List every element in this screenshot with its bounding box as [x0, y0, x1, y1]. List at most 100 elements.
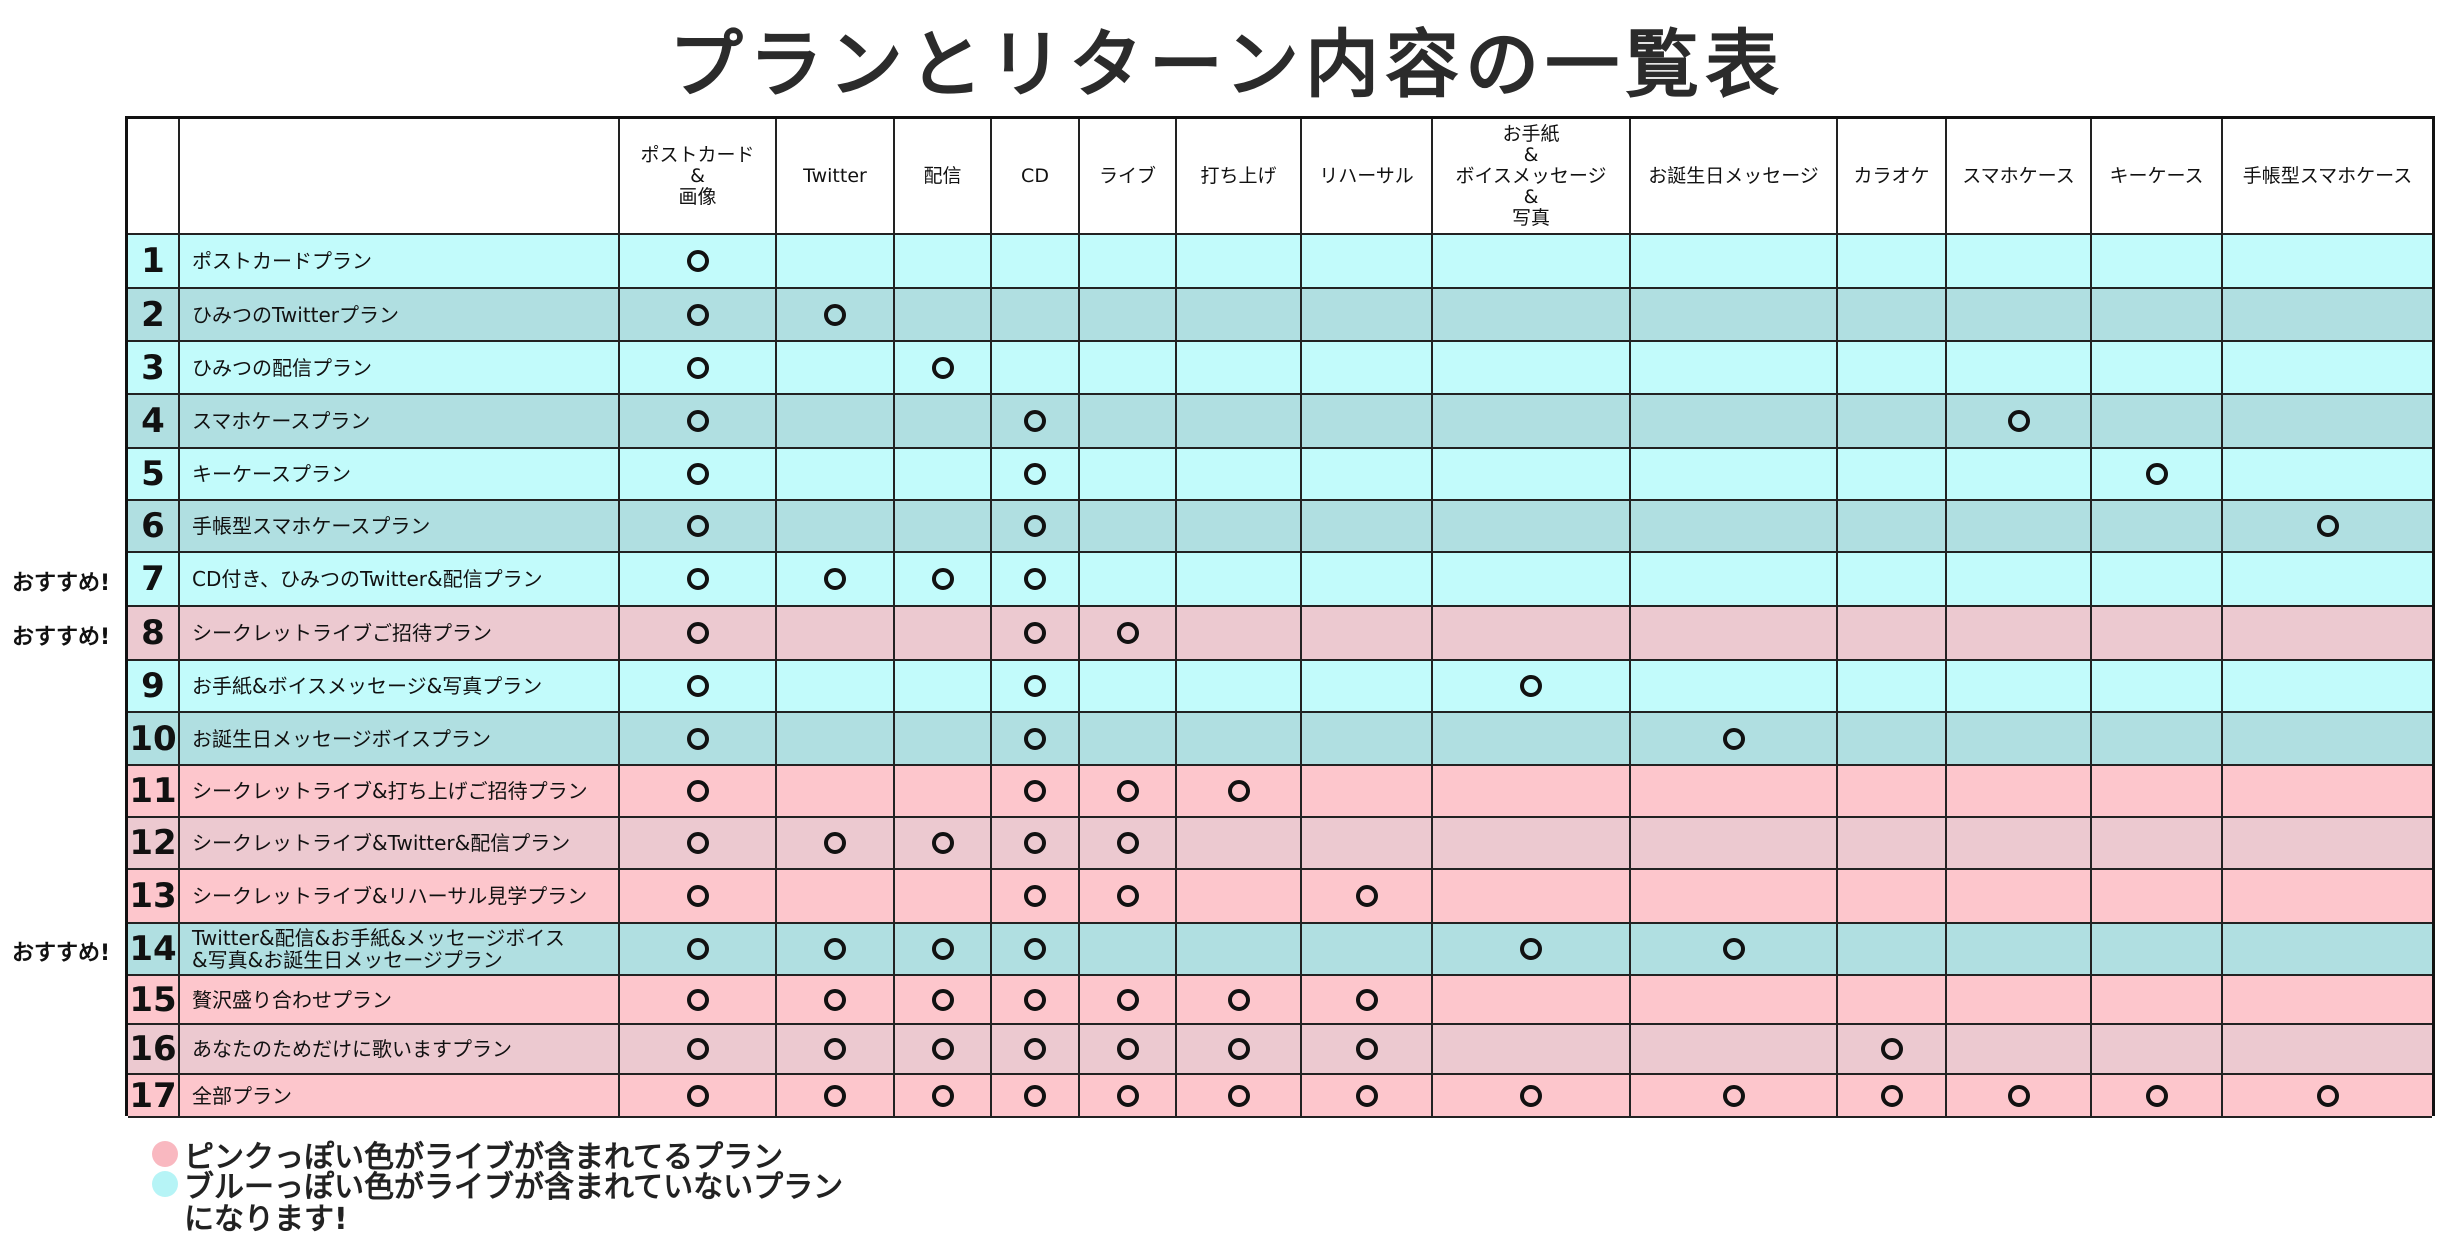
table-cell: [1302, 342, 1433, 395]
plan-name: ひみつの配信プラン: [180, 342, 620, 395]
included-circle-icon: [931, 988, 954, 1011]
header-blank-num: [128, 119, 180, 235]
table-cell: [1302, 235, 1433, 289]
table-cell: [2223, 395, 2432, 449]
table-cell: [2092, 661, 2223, 713]
included-circle-icon: [1116, 780, 1139, 802]
table-cell: [620, 289, 777, 342]
table-cell: [777, 449, 895, 501]
table-cell: [2092, 1025, 2223, 1075]
row-number: 13: [128, 870, 180, 924]
plan-return-table: ポストカード & 画像 Twitter 配信 CD ライブ 打ち上げ リハーサル お手紙 & …: [125, 116, 2435, 1118]
table-cell: [1302, 924, 1433, 976]
table-cell: [620, 342, 777, 395]
included-circle-icon: [686, 1038, 709, 1060]
table-cell: [777, 661, 895, 713]
table-cell: [1177, 766, 1302, 818]
included-circle-icon: [686, 463, 709, 485]
table-cell: [777, 501, 895, 553]
table-cell: [1080, 766, 1177, 818]
table-cell: [620, 395, 777, 449]
included-circle-icon: [1227, 780, 1250, 802]
table-cell: [1433, 607, 1631, 661]
table-cell: [1080, 661, 1177, 713]
table-cell: [1947, 976, 2092, 1025]
table-cell: [1302, 501, 1433, 553]
table-cell: [1947, 289, 2092, 342]
table-cell: [2092, 289, 2223, 342]
blue-dot-icon: [152, 1171, 178, 1197]
table-cell: [1838, 818, 1947, 870]
table-cell: [2223, 1075, 2432, 1118]
table-cell: [1302, 713, 1433, 766]
included-circle-icon: [2007, 410, 2030, 432]
table-row: 11 シークレットライブ&打ち上げご招待プラン: [128, 766, 2432, 818]
included-circle-icon: [1520, 675, 1542, 697]
table-cell: [2223, 553, 2432, 607]
table-cell: [1177, 449, 1302, 501]
table-cell: [895, 1025, 992, 1075]
table-cell: [2223, 818, 2432, 870]
included-circle-icon: [686, 356, 709, 379]
table-cell: [2223, 713, 2432, 766]
table-cell: [1947, 342, 2092, 395]
table-cell: [620, 235, 777, 289]
table-cell: [1302, 661, 1433, 713]
table-row: 7 CD付き、ひみつのTwitter&配信プラン: [128, 553, 2432, 607]
table-cell: [620, 766, 777, 818]
plan-name: ポストカードプラン: [180, 235, 620, 289]
row-number: 14: [128, 924, 180, 976]
table-cell: [1080, 1075, 1177, 1118]
table-cell: [1838, 342, 1947, 395]
table-cell: [1080, 924, 1177, 976]
table-cell: [1631, 870, 1838, 924]
included-circle-icon: [824, 303, 846, 326]
included-circle-icon: [931, 938, 954, 960]
included-circle-icon: [1116, 1084, 1139, 1107]
plan-name: Twitter&配信&お手紙&メッセージボイス &写真&お誕生日メッセージプラン: [180, 924, 620, 976]
table-cell: [1433, 976, 1631, 1025]
legend-pink: ピンクっぽい色がライブが含まれてるプラン: [152, 1132, 783, 1176]
included-circle-icon: [2007, 1084, 2030, 1107]
table-cell: [620, 501, 777, 553]
table-cell: [1947, 661, 2092, 713]
table-cell: [1631, 449, 1838, 501]
included-circle-icon: [1024, 515, 1046, 537]
table-cell: [992, 976, 1080, 1025]
table-cell: [1177, 924, 1302, 976]
row-number: 15: [128, 976, 180, 1025]
table-cell: [1177, 501, 1302, 553]
plan-name: 手帳型スマホケースプラン: [180, 501, 620, 553]
row-number: 11: [128, 766, 180, 818]
table-cell: [1947, 766, 2092, 818]
column-header: リハーサル: [1302, 119, 1433, 235]
included-circle-icon: [686, 515, 709, 537]
table-row: 17 全部プラン: [128, 1075, 2432, 1118]
table-cell: [1631, 501, 1838, 553]
table-cell: [620, 713, 777, 766]
table-cell: [895, 1075, 992, 1118]
table-cell: [1080, 818, 1177, 870]
table-cell: [1302, 766, 1433, 818]
table-cell: [620, 553, 777, 607]
column-header: ライブ: [1080, 119, 1177, 235]
table-cell: [777, 818, 895, 870]
table-cell: [1631, 1025, 1838, 1075]
included-circle-icon: [1116, 988, 1139, 1011]
table-row: 14 Twitter&配信&お手紙&メッセージボイス &写真&お誕生日メッセージプ…: [128, 924, 2432, 976]
table-cell: [992, 818, 1080, 870]
table-cell: [620, 661, 777, 713]
table-cell: [1177, 661, 1302, 713]
table-row: 5 キーケースプラン: [128, 449, 2432, 501]
row-number: 2: [128, 289, 180, 342]
plan-name: あなたのためだけに歌いますプラン: [180, 1025, 620, 1075]
included-circle-icon: [1227, 988, 1250, 1011]
included-circle-icon: [2316, 1084, 2339, 1107]
table-cell: [2092, 924, 2223, 976]
included-circle-icon: [1024, 568, 1046, 590]
included-circle-icon: [824, 568, 846, 590]
row-number: 4: [128, 395, 180, 449]
included-circle-icon: [1520, 938, 1542, 960]
table-cell: [992, 449, 1080, 501]
table-cell: [1631, 235, 1838, 289]
